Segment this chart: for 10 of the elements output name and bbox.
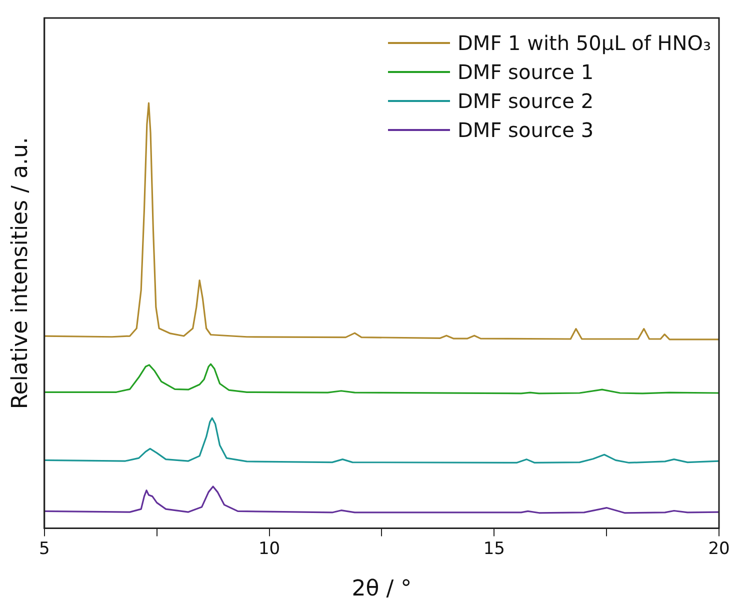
legend-label: DMF source 3 <box>458 118 594 142</box>
y-axis-title: Relative intensities / a.u. <box>8 137 33 410</box>
x-tick-label: 20 <box>708 538 730 559</box>
legend-label: DMF 1 with 50μL of HNO₃ <box>458 30 711 54</box>
legend-label: DMF source 2 <box>458 88 594 112</box>
x-tick-label: 15 <box>483 538 505 559</box>
x-tick-label: 10 <box>258 538 280 559</box>
x-tick-label: 5 <box>38 538 50 559</box>
legend-label: DMF source 1 <box>458 60 594 84</box>
x-axis-title: 2θ / ° <box>352 576 412 602</box>
